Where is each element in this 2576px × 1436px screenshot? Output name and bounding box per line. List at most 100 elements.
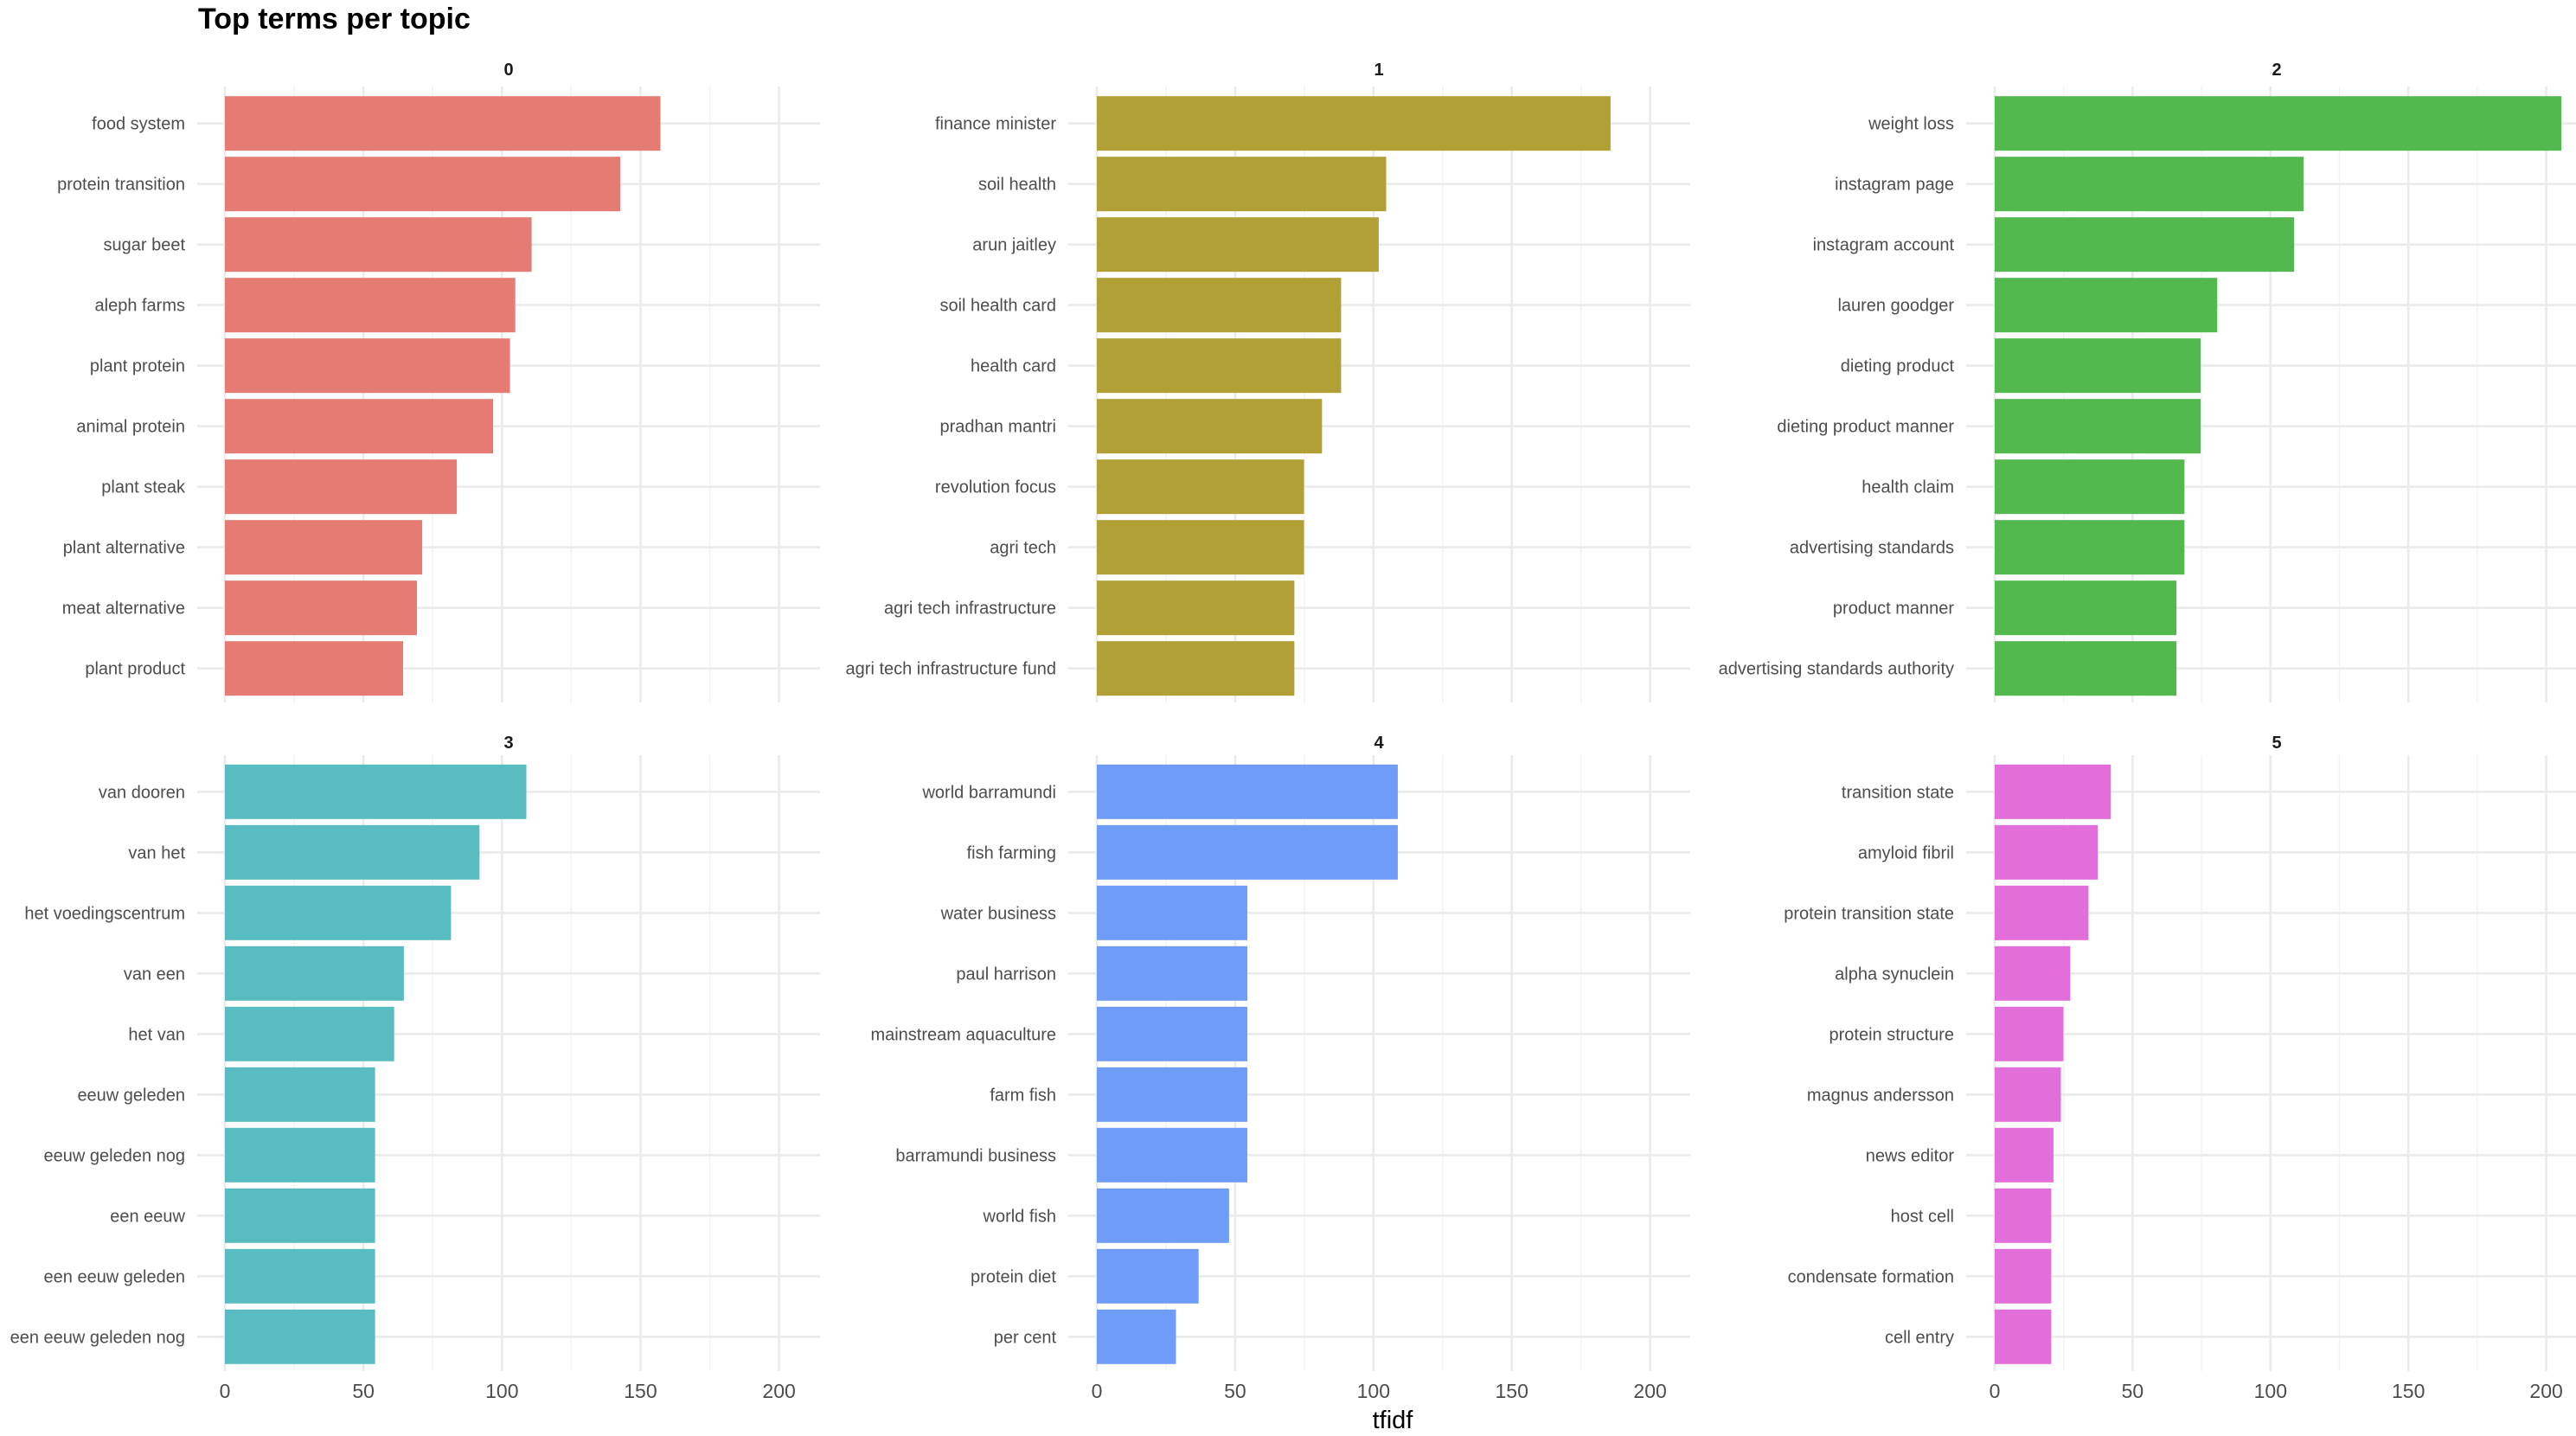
category-label: arun jaitley	[972, 236, 1056, 255]
category-label: soil health	[978, 176, 1056, 195]
bar	[1097, 885, 1247, 940]
category-label: product manner	[1833, 599, 1954, 619]
category-label: plant alternative	[63, 539, 185, 558]
bar	[1097, 157, 1387, 212]
bar	[225, 157, 621, 212]
bar	[225, 946, 404, 1001]
bar	[225, 459, 458, 515]
category-label: protein transition state	[1784, 904, 1954, 923]
bar	[1995, 399, 2201, 454]
bar	[225, 764, 527, 819]
category-label: world fish	[983, 1207, 1056, 1226]
bar	[1097, 1006, 1247, 1061]
category-label: host cell	[1891, 1207, 1954, 1226]
bar	[225, 217, 532, 272]
category-label: eeuw geleden nog	[44, 1146, 185, 1165]
category-label: finance minister	[935, 115, 1056, 134]
category-label: aleph farms	[95, 297, 186, 316]
bar	[225, 641, 403, 696]
bar	[1995, 1188, 2052, 1243]
category-label: pradhan mantri	[939, 418, 1056, 437]
category-label: mainstream aquaculture	[870, 1025, 1056, 1044]
category-label: alpha synuclein	[1835, 965, 1954, 984]
chart-title: Top terms per topic	[198, 3, 471, 35]
category-label: protein transition	[57, 176, 185, 195]
facet-panel-0: food system protein transition sugar beet a…	[57, 61, 820, 702]
facet-strip-label: 0	[503, 61, 513, 80]
x-tick-label: 100	[2254, 1380, 2287, 1402]
category-label: plant protein	[90, 357, 185, 376]
bar	[1995, 278, 2218, 333]
category-label: agri tech infrastructure	[884, 599, 1056, 619]
x-tick-label: 50	[1224, 1380, 1246, 1402]
facet-strip-label: 1	[1374, 61, 1383, 80]
bar	[1097, 96, 1611, 151]
category-label: een eeuw geleden	[44, 1267, 185, 1286]
category-label: weight loss	[1868, 115, 1954, 134]
category-label: van een	[124, 965, 185, 984]
x-tick-label: 0	[220, 1380, 231, 1402]
x-tick-label: 200	[2529, 1380, 2562, 1402]
category-label: fish farming	[967, 843, 1056, 862]
bar	[1097, 946, 1247, 1001]
x-tick-label: 200	[762, 1380, 795, 1402]
bar	[1995, 641, 2177, 696]
x-tick-label: 100	[485, 1380, 518, 1402]
bar	[225, 824, 480, 880]
bar	[1995, 824, 2099, 880]
bar	[225, 1248, 375, 1304]
x-tick-label: 50	[2122, 1380, 2144, 1402]
category-label: amyloid fibril	[1858, 843, 1954, 862]
bar	[225, 1309, 375, 1364]
bar	[1995, 157, 2304, 212]
category-label: world barramundi	[921, 783, 1056, 802]
bar	[1097, 824, 1398, 880]
bar	[225, 399, 494, 454]
category-label: water business	[940, 904, 1056, 923]
bar	[1097, 1067, 1247, 1122]
bar	[1995, 217, 2295, 272]
facet-strip-label: 2	[2272, 61, 2281, 80]
category-label: instagram page	[1835, 176, 1954, 195]
category-label: sugar beet	[103, 236, 185, 255]
bar	[1097, 1248, 1199, 1304]
category-label: agri tech infrastructure fund	[846, 660, 1056, 679]
bar	[1097, 459, 1304, 515]
category-label: eeuw geleden	[77, 1086, 185, 1105]
bar	[1995, 885, 2089, 940]
bar	[1995, 520, 2185, 575]
category-label: soil health card	[939, 297, 1056, 316]
bar	[1995, 946, 2071, 1001]
category-label: condensate formation	[1788, 1267, 1954, 1286]
x-tick-label: 150	[1496, 1380, 1528, 1402]
category-label: food system	[92, 115, 185, 134]
x-tick-label: 150	[2392, 1380, 2425, 1402]
bar	[1097, 520, 1304, 575]
facet-strip-label: 4	[1374, 734, 1384, 753]
bar	[1097, 764, 1398, 819]
bar	[225, 1006, 394, 1061]
category-label: revolution focus	[935, 478, 1056, 497]
category-label: instagram account	[1813, 236, 1955, 255]
bar	[1995, 1127, 2054, 1183]
bar	[1995, 96, 2562, 151]
bar	[1995, 1309, 2052, 1364]
bar	[225, 278, 516, 333]
bar	[1995, 764, 2111, 819]
bar	[1995, 580, 2177, 636]
bar	[1995, 1067, 2061, 1122]
bar	[1097, 1127, 1247, 1183]
facet-panel-3: van dooren van het het voedingscentrum van …	[10, 734, 820, 1402]
category-label: van dooren	[99, 783, 185, 802]
x-tick-label: 50	[352, 1380, 375, 1402]
facet-panel-2: weight loss instagram page instagram accou…	[1719, 61, 2576, 702]
bar	[1097, 1188, 1229, 1243]
bar	[1995, 459, 2185, 515]
category-label: transition state	[1842, 783, 1954, 802]
category-label: van het	[128, 843, 185, 862]
bar	[1097, 278, 1342, 333]
category-label: een eeuw geleden nog	[10, 1328, 185, 1347]
category-label: plant product	[85, 660, 185, 679]
category-label: farm fish	[990, 1086, 1056, 1105]
